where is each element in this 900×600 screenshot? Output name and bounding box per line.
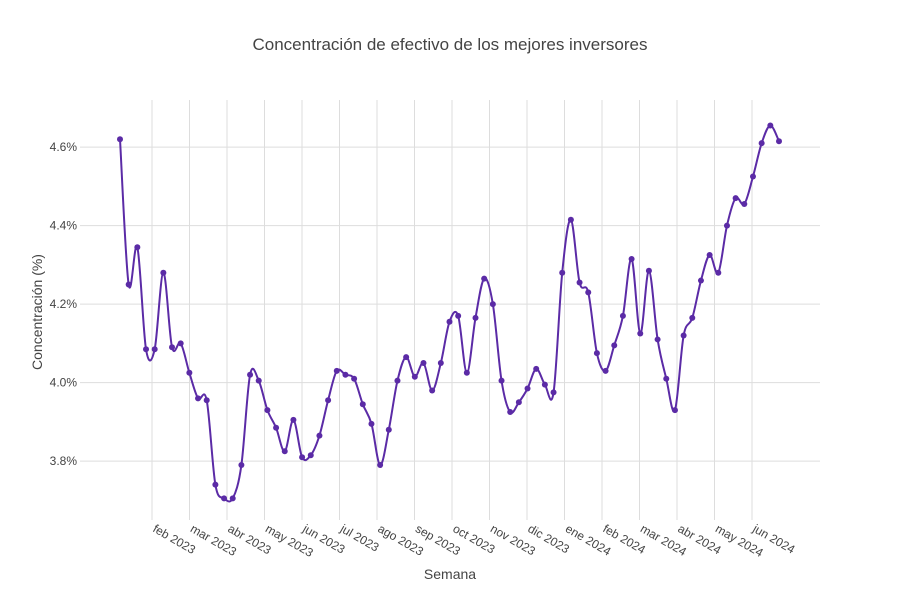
- data-point: [637, 330, 644, 337]
- y-tick-label: 4.6%: [50, 140, 78, 154]
- data-point: [264, 407, 271, 414]
- data-point: [307, 452, 314, 459]
- chart-title: Concentración de efectivo de los mejores…: [253, 35, 648, 54]
- data-point: [151, 346, 158, 353]
- y-tick-label: 3.8%: [50, 454, 78, 468]
- data-point: [732, 195, 739, 202]
- data-point: [385, 426, 392, 433]
- data-point: [195, 395, 202, 402]
- data-point: [281, 448, 288, 455]
- data-point: [481, 275, 488, 282]
- data-point: [680, 332, 687, 339]
- data-point: [619, 312, 626, 319]
- data-point: [767, 122, 774, 129]
- data-point: [723, 222, 730, 229]
- data-point: [472, 314, 479, 321]
- data-point: [125, 281, 132, 288]
- data-point: [455, 312, 462, 319]
- data-point: [533, 365, 540, 372]
- data-point: [654, 336, 661, 343]
- data-point: [160, 269, 167, 276]
- data-point: [359, 401, 366, 408]
- data-point: [515, 399, 522, 406]
- data-point: [342, 371, 349, 378]
- data-point: [697, 277, 704, 284]
- data-point: [489, 301, 496, 308]
- data-point: [238, 462, 245, 469]
- data-point: [576, 279, 583, 286]
- data-point: [429, 387, 436, 394]
- data-point: [403, 354, 410, 361]
- data-point: [758, 140, 765, 147]
- data-point: [411, 373, 418, 380]
- data-point: [550, 389, 557, 396]
- data-point: [567, 216, 574, 223]
- data-point: [671, 407, 678, 414]
- data-point: [143, 346, 150, 353]
- data-point: [437, 359, 444, 366]
- data-point: [255, 377, 262, 384]
- data-point: [117, 136, 123, 143]
- data-point: [420, 359, 427, 366]
- data-point: [368, 420, 375, 427]
- data-point: [689, 314, 696, 321]
- data-point: [593, 350, 600, 357]
- data-point: [507, 409, 514, 416]
- data-point: [134, 244, 141, 251]
- gridlines: [80, 100, 820, 520]
- data-point: [776, 138, 782, 145]
- data-point: [706, 252, 713, 259]
- data-point: [273, 424, 280, 431]
- y-tick-label: 4.4%: [50, 219, 78, 233]
- data-point: [290, 416, 297, 423]
- data-point: [299, 454, 306, 461]
- data-point: [203, 397, 210, 404]
- data-point: [446, 318, 453, 325]
- data-point: [524, 385, 531, 392]
- data-point: [229, 495, 236, 502]
- data-point: [169, 344, 176, 351]
- data-point: [247, 371, 254, 378]
- y-tick-label: 4.0%: [50, 376, 78, 390]
- data-point: [377, 462, 384, 469]
- data-point: [333, 367, 340, 374]
- data-point: [498, 377, 505, 384]
- y-tick-label: 4.2%: [50, 297, 78, 311]
- data-point: [715, 269, 722, 276]
- data-point: [394, 377, 401, 384]
- data-point: [663, 375, 670, 382]
- data-point: [585, 289, 592, 296]
- data-point: [602, 367, 609, 374]
- data-points: [117, 122, 782, 502]
- series-line: [119, 124, 780, 503]
- data-point: [325, 397, 332, 404]
- data-point: [463, 369, 470, 376]
- y-axis-label: Concentración (%): [29, 254, 45, 370]
- data-point: [212, 481, 219, 488]
- data-point: [221, 495, 228, 502]
- data-point: [559, 269, 566, 276]
- data-point: [628, 255, 635, 262]
- y-axis-ticks: 3.8% 4.0% 4.2% 4.4% 4.6%: [50, 140, 78, 468]
- data-point: [541, 381, 548, 388]
- data-point: [645, 267, 652, 274]
- data-point: [741, 201, 748, 208]
- x-axis-label: Semana: [424, 566, 476, 582]
- data-point: [316, 432, 323, 439]
- data-point: [749, 173, 756, 180]
- data-point: [611, 342, 618, 349]
- data-point: [351, 375, 358, 382]
- data-point: [186, 369, 193, 376]
- data-point: [177, 340, 184, 347]
